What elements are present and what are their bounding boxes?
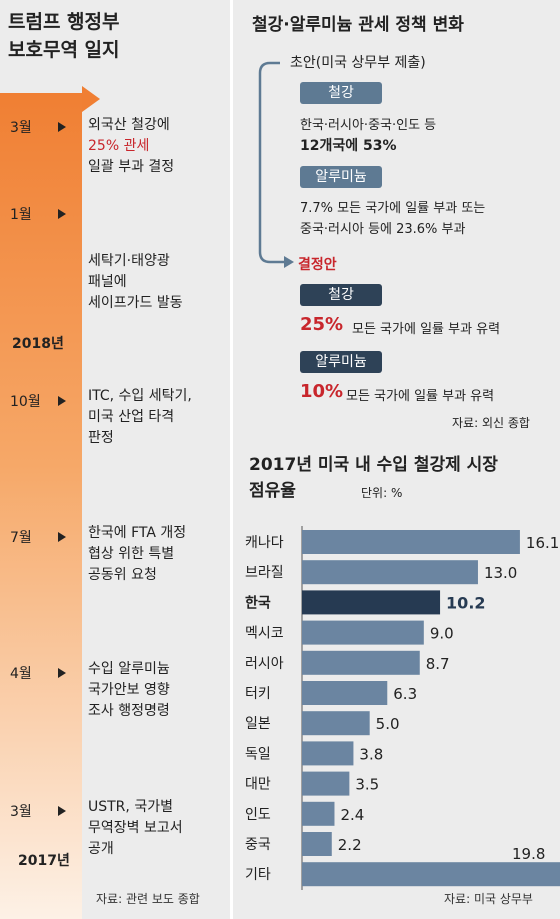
value-label: 16.1 bbox=[526, 534, 559, 552]
event-month: 4월 bbox=[10, 666, 32, 682]
value-label: 2.2 bbox=[338, 836, 362, 854]
chart-source: 자료: 미국 상무부 bbox=[444, 892, 533, 906]
category-label: 터키 bbox=[245, 686, 271, 702]
category-label: 러시아 bbox=[245, 656, 284, 672]
bar bbox=[302, 862, 560, 887]
final-alu-text: 모든 국가에 일률 부과 유력 bbox=[346, 389, 495, 404]
value-label: 6.3 bbox=[393, 685, 417, 703]
final-label: 결정안 bbox=[298, 257, 337, 273]
value-label: 2.4 bbox=[340, 806, 364, 824]
event-text: 세탁기·태양광 패널에 세이프가드 발동 bbox=[88, 253, 183, 311]
pointer-icon bbox=[58, 532, 66, 542]
draft-label: 초안(미국 상무부 제출) bbox=[290, 55, 426, 71]
bar bbox=[302, 560, 478, 585]
policy-panel bbox=[232, 0, 560, 919]
timeline-arrow bbox=[0, 93, 82, 919]
event-month: 3월 bbox=[10, 120, 32, 136]
event-text: 한국에 FTA 개정 협상 위한 특별 공동위 요청 bbox=[88, 525, 187, 583]
draft-steel-text: 한국·러시아·중국·인도 등 bbox=[300, 118, 437, 133]
bar bbox=[302, 590, 441, 615]
category-label: 멕시코 bbox=[245, 626, 284, 642]
bar bbox=[302, 711, 370, 736]
flow-arrow bbox=[258, 61, 294, 268]
final-steel-pill: 철강 bbox=[300, 284, 382, 306]
bar-chart: 캐나다 16.1 브라질 13.0 한국 10.2 멕시코 9.0 러시아 8.7 터키 6.3 일본 5… bbox=[245, 526, 560, 890]
category-label: 독일 bbox=[245, 746, 271, 762]
value-label: 8.7 bbox=[426, 655, 450, 673]
timeline-title: 트럼프 행정부 보호무역 일지 bbox=[8, 11, 120, 61]
timeline-arrowhead bbox=[82, 86, 100, 112]
category-label: 대만 bbox=[245, 777, 271, 793]
final-steel-pct: 25% bbox=[300, 314, 344, 335]
event-month: 10월 bbox=[10, 394, 41, 410]
value-label: 3.5 bbox=[355, 776, 379, 794]
event-text: USTR, 국가별 무역장벽 보고서 공개 bbox=[88, 799, 183, 857]
bar bbox=[302, 681, 388, 705]
category-label: 일본 bbox=[245, 716, 271, 732]
policy-title: 철강·알루미늄 관세 정책 변화 bbox=[252, 15, 464, 35]
value-label: 19.8 bbox=[512, 845, 545, 863]
draft-alu-pill: 알루미늄 bbox=[300, 166, 382, 188]
pointer-icon bbox=[58, 209, 66, 219]
panel-divider bbox=[230, 0, 233, 919]
event-month: 1월 bbox=[10, 207, 32, 223]
value-label: 5.0 bbox=[376, 715, 400, 733]
event-month: 3월 bbox=[10, 804, 32, 820]
category-label: 한국 bbox=[245, 595, 271, 611]
bar bbox=[302, 650, 420, 675]
pointer-icon bbox=[58, 806, 66, 816]
event-month: 7월 bbox=[10, 530, 32, 546]
timeline-source: 자료: 관련 보도 종합 bbox=[96, 892, 200, 906]
final-alu-pct: 10% bbox=[300, 381, 344, 402]
category-label: 중국 bbox=[245, 837, 271, 853]
category-label: 기타 bbox=[245, 867, 271, 883]
draft-steel-pill: 철강 bbox=[300, 82, 382, 104]
draft-steel-rate: 12개국에 53% bbox=[300, 138, 397, 154]
bar bbox=[302, 741, 354, 766]
policy-source: 자료: 외신 종합 bbox=[452, 416, 530, 430]
chart-title: 2017년 미국 내 수입 철강제 시장 점유율 bbox=[249, 455, 498, 501]
value-label: 3.8 bbox=[359, 745, 383, 763]
category-label: 캐나다 bbox=[245, 535, 284, 551]
year-label: 2018년 bbox=[12, 336, 64, 352]
final-alu-pill: 알루미늄 bbox=[300, 351, 382, 373]
final-steel-text: 모든 국가에 일률 부과 유력 bbox=[352, 322, 501, 337]
draft-alu-text: 7.7% 모든 국가에 일률 부과 또는 bbox=[300, 201, 486, 216]
bar bbox=[302, 771, 350, 796]
event-text: 수입 알루미늄 국가안보 영향 조사 행정명령 bbox=[88, 661, 170, 719]
bar bbox=[302, 832, 332, 856]
value-label: 13.0 bbox=[484, 564, 517, 582]
event-text: ITC, 수입 세탁기, 미국 산업 타격 판정 bbox=[88, 388, 192, 446]
year-label: 2017년 bbox=[18, 853, 70, 869]
draft-alu-text-2: 중국·러시아 등에 23.6% 부과 bbox=[300, 222, 466, 237]
category-label: 브라질 bbox=[245, 565, 284, 581]
chart-unit: 단위: % bbox=[361, 486, 403, 500]
pointer-icon bbox=[58, 396, 66, 406]
bar bbox=[302, 801, 335, 826]
value-label: 10.2 bbox=[446, 593, 485, 612]
pointer-icon bbox=[58, 122, 66, 132]
value-label: 9.0 bbox=[430, 625, 454, 643]
pointer-icon bbox=[58, 668, 66, 678]
event-text: 외국산 철강에 25% 관세 일괄 부과 결정 bbox=[88, 117, 175, 175]
category-label: 인도 bbox=[245, 807, 271, 823]
bar bbox=[302, 620, 424, 645]
bar bbox=[302, 530, 520, 554]
